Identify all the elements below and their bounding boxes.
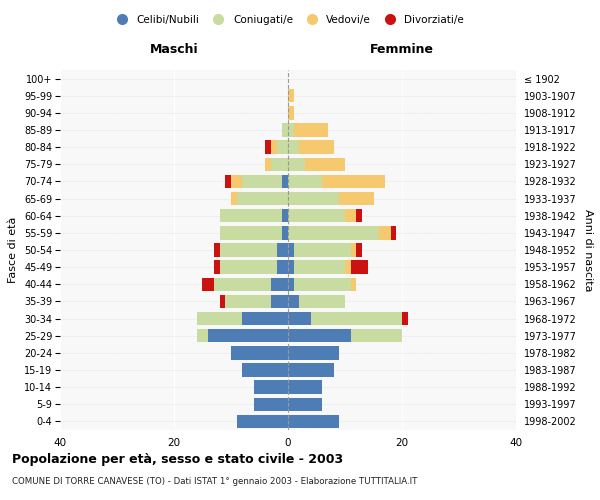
Bar xyxy=(226,294,271,308)
Bar xyxy=(379,226,391,239)
Bar xyxy=(402,312,408,326)
Bar xyxy=(277,260,288,274)
Bar xyxy=(271,294,288,308)
Bar xyxy=(265,158,271,171)
Bar xyxy=(208,329,288,342)
Bar xyxy=(236,192,288,205)
Y-axis label: Fasce di età: Fasce di età xyxy=(8,217,19,283)
Bar xyxy=(299,294,345,308)
Bar xyxy=(311,312,402,326)
Bar xyxy=(288,294,299,308)
Legend: Celibi/Nubili, Coniugati/e, Vedovi/e, Divorziati/e: Celibi/Nubili, Coniugati/e, Vedovi/e, Di… xyxy=(107,10,469,29)
Bar xyxy=(294,124,328,136)
Bar xyxy=(288,226,379,239)
Bar xyxy=(350,329,402,342)
Bar xyxy=(288,329,350,342)
Bar xyxy=(220,226,283,239)
Bar xyxy=(294,260,345,274)
Text: Maschi: Maschi xyxy=(149,42,199,56)
Bar xyxy=(288,209,345,222)
Bar xyxy=(271,140,277,154)
Bar xyxy=(350,278,356,291)
Bar xyxy=(220,294,226,308)
Bar xyxy=(288,398,322,411)
Bar xyxy=(345,209,356,222)
Bar xyxy=(294,244,350,256)
Bar xyxy=(283,124,288,136)
Bar xyxy=(356,209,362,222)
Text: Popolazione per età, sesso e stato civile - 2003: Popolazione per età, sesso e stato civil… xyxy=(12,452,343,466)
Bar xyxy=(340,192,373,205)
Bar xyxy=(345,260,350,274)
Y-axis label: Anni di nascita: Anni di nascita xyxy=(583,209,593,291)
Bar xyxy=(356,244,362,256)
Bar xyxy=(202,278,214,291)
Bar xyxy=(236,414,288,428)
Bar xyxy=(254,398,288,411)
Bar xyxy=(288,124,294,136)
Bar xyxy=(197,312,242,326)
Bar xyxy=(283,209,288,222)
Bar xyxy=(350,260,368,274)
Bar xyxy=(242,364,288,376)
Bar xyxy=(288,174,322,188)
Bar xyxy=(288,89,294,102)
Bar xyxy=(283,226,288,239)
Bar xyxy=(271,278,288,291)
Bar xyxy=(288,140,299,154)
Bar xyxy=(220,244,277,256)
Bar xyxy=(231,192,236,205)
Bar xyxy=(322,174,385,188)
Bar xyxy=(277,244,288,256)
Bar xyxy=(305,158,345,171)
Bar xyxy=(277,140,288,154)
Bar xyxy=(214,278,271,291)
Bar xyxy=(288,158,305,171)
Bar xyxy=(294,278,350,291)
Bar xyxy=(299,140,334,154)
Bar xyxy=(271,158,288,171)
Bar xyxy=(288,192,340,205)
Bar xyxy=(350,244,356,256)
Bar xyxy=(288,278,294,291)
Bar xyxy=(214,244,220,256)
Bar xyxy=(288,260,294,274)
Bar xyxy=(214,260,220,274)
Bar xyxy=(254,380,288,394)
Text: COMUNE DI TORRE CANAVESE (TO) - Dati ISTAT 1° gennaio 2003 - Elaborazione TUTTIT: COMUNE DI TORRE CANAVESE (TO) - Dati IST… xyxy=(12,478,418,486)
Bar xyxy=(265,140,271,154)
Bar xyxy=(226,174,231,188)
Bar xyxy=(288,364,334,376)
Bar xyxy=(231,174,242,188)
Bar xyxy=(288,380,322,394)
Bar xyxy=(283,174,288,188)
Bar xyxy=(391,226,397,239)
Bar xyxy=(197,329,208,342)
Text: Femmine: Femmine xyxy=(370,42,434,56)
Bar xyxy=(288,312,311,326)
Bar xyxy=(242,174,283,188)
Bar xyxy=(288,244,294,256)
Bar xyxy=(242,312,288,326)
Bar xyxy=(288,414,340,428)
Bar xyxy=(220,260,277,274)
Bar xyxy=(288,346,340,360)
Bar xyxy=(220,209,283,222)
Bar xyxy=(231,346,288,360)
Bar xyxy=(288,106,294,120)
